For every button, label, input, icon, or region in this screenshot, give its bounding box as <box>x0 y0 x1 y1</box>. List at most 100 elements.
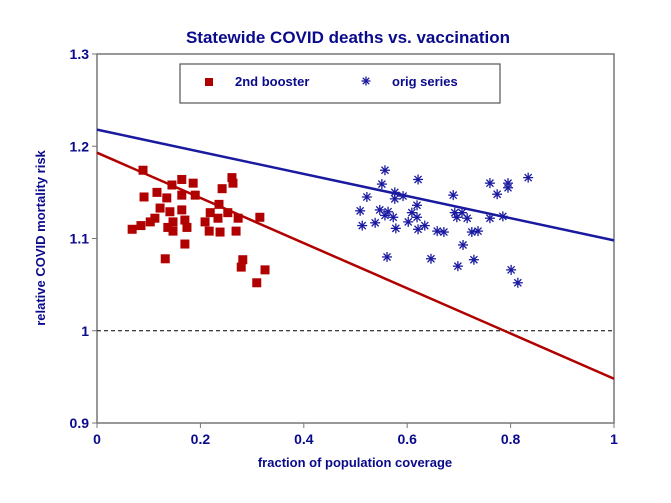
y-tick-label: 1.2 <box>70 138 90 154</box>
asterisk-stroke <box>426 254 435 263</box>
data-point-2nd-booster <box>139 192 149 202</box>
asterisk-stroke <box>383 252 392 261</box>
asterisk-stroke <box>371 218 380 227</box>
legend: 2nd booster orig series <box>179 63 501 104</box>
data-point-orig-series <box>523 172 534 183</box>
data-point-orig-series <box>398 191 409 202</box>
data-point-orig-series <box>497 211 508 222</box>
data-point-2nd-booster <box>152 187 162 197</box>
data-point-orig-series <box>458 239 469 250</box>
asterisk-stroke <box>439 228 448 237</box>
legend-marker-orig-series <box>361 76 371 86</box>
data-point-2nd-booster <box>136 221 146 231</box>
asterisk-stroke <box>399 192 408 201</box>
data-point-orig-series <box>512 277 523 288</box>
data-point-2nd-booster <box>231 226 241 236</box>
data-point-orig-series <box>438 227 449 238</box>
asterisk-stroke <box>453 262 462 271</box>
asterisk-stroke <box>413 213 422 222</box>
data-point-orig-series <box>503 182 514 193</box>
data-point-orig-series <box>451 212 462 223</box>
data-point-orig-series <box>466 227 477 238</box>
data-point-orig-series <box>448 190 459 201</box>
asterisk-stroke <box>524 173 533 182</box>
data-point-2nd-booster <box>160 254 170 264</box>
asterisk-stroke <box>362 192 371 201</box>
x-tick-label: 0 <box>93 431 101 447</box>
data-point-orig-series <box>389 193 400 204</box>
data-point-2nd-booster <box>138 165 148 175</box>
asterisk-stroke <box>420 221 429 230</box>
asterisk-stroke <box>414 175 423 184</box>
asterisk-stroke <box>469 255 478 264</box>
data-point-orig-series <box>370 217 381 228</box>
asterisk-stroke <box>389 213 398 222</box>
data-point-2nd-booster <box>213 213 223 223</box>
data-point-orig-series <box>376 179 387 190</box>
data-point-2nd-booster <box>204 226 214 236</box>
data-point-2nd-booster <box>180 239 190 249</box>
legend-label-2nd-booster: 2nd booster <box>235 74 309 89</box>
asterisk-stroke <box>474 227 483 236</box>
data-point-orig-series <box>468 254 479 265</box>
x-tick-label: 0.8 <box>501 431 521 447</box>
data-point-orig-series <box>419 220 430 231</box>
y-tick-label: 1 <box>81 323 89 339</box>
asterisk-stroke <box>391 224 400 233</box>
asterisk-stroke <box>504 183 513 192</box>
legend-label-orig-series: orig series <box>392 74 458 89</box>
data-point-orig-series <box>361 191 372 202</box>
data-point-orig-series <box>379 210 390 221</box>
data-point-2nd-booster <box>162 193 172 203</box>
x-tick-label: 1 <box>610 431 618 447</box>
data-point-2nd-booster <box>177 205 187 215</box>
data-point-2nd-booster <box>167 180 177 190</box>
data-point-2nd-booster <box>217 184 227 194</box>
x-tick-label: 0.6 <box>397 431 417 447</box>
data-point-orig-series <box>484 178 495 189</box>
data-point-2nd-booster <box>252 278 262 288</box>
data-points-group <box>127 165 534 288</box>
data-point-orig-series <box>412 200 423 211</box>
data-point-orig-series <box>388 212 399 223</box>
asterisk-stroke <box>413 201 422 210</box>
asterisk-stroke <box>407 208 416 217</box>
asterisk-stroke <box>362 77 370 85</box>
data-point-orig-series <box>484 213 495 224</box>
trendline-2nd-booster <box>96 151 615 380</box>
y-tick-label: 1.1 <box>70 231 90 247</box>
asterisk-stroke <box>449 191 458 200</box>
chart-title: Statewide COVID deaths vs. vaccination <box>186 28 510 47</box>
y-tick-label: 0.9 <box>70 415 90 431</box>
data-point-2nd-booster <box>223 208 233 218</box>
data-point-orig-series <box>379 165 390 176</box>
data-point-2nd-booster <box>233 213 243 223</box>
asterisk-stroke <box>375 205 384 214</box>
legend-box <box>179 63 501 104</box>
asterisk-stroke <box>513 278 522 287</box>
data-point-orig-series <box>492 189 503 200</box>
data-point-orig-series <box>413 224 424 235</box>
data-point-2nd-booster <box>155 203 165 213</box>
data-point-orig-series <box>452 261 463 272</box>
asterisk-stroke <box>493 190 502 199</box>
data-point-2nd-booster <box>127 224 137 234</box>
y-axis-ticks: 0.9 1 1.1 1.2 1.3 <box>70 46 97 431</box>
plot-area-frame <box>96 53 615 424</box>
asterisk-stroke <box>450 208 459 217</box>
data-point-2nd-booster <box>180 215 190 225</box>
asterisk-stroke <box>390 194 399 203</box>
x-tick-label: 0.2 <box>191 431 211 447</box>
data-point-2nd-booster <box>177 190 187 200</box>
data-point-orig-series <box>432 226 443 237</box>
y-tick-label: 1.3 <box>70 46 90 62</box>
data-point-orig-series <box>462 213 473 224</box>
data-point-2nd-booster <box>228 178 238 188</box>
asterisk-stroke <box>467 228 476 237</box>
data-point-2nd-booster <box>205 208 215 218</box>
x-tick-label: 0.4 <box>294 431 314 447</box>
data-point-2nd-booster <box>150 213 160 223</box>
data-point-orig-series <box>412 212 423 223</box>
data-point-2nd-booster <box>200 217 210 227</box>
